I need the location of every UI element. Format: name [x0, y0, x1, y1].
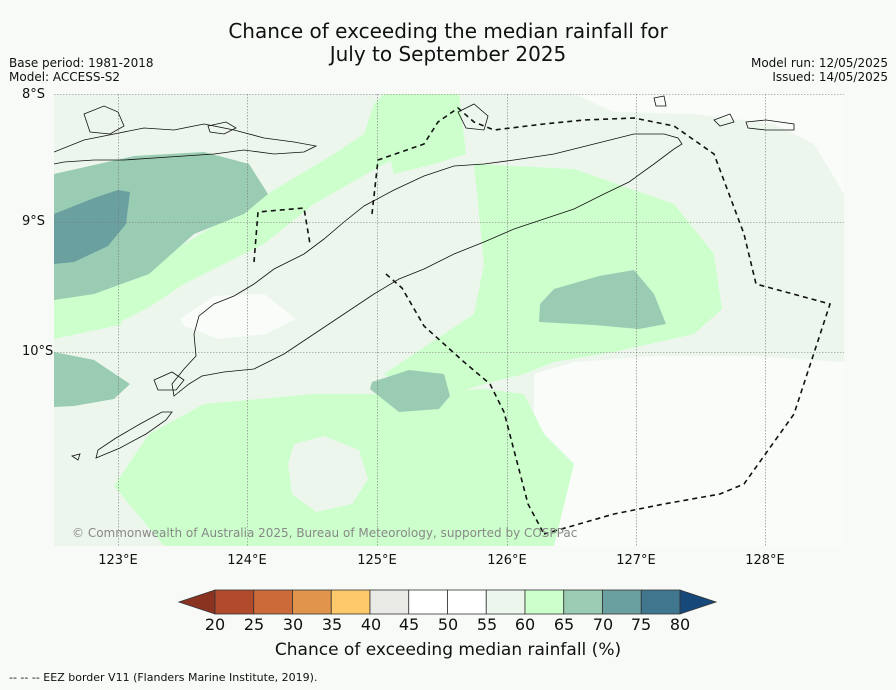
lat-label-10s: 10°S — [22, 344, 54, 359]
colorbar-tick: 55 — [476, 615, 498, 634]
kisar-coastline — [653, 95, 667, 107]
colorbar-segment — [408, 589, 448, 615]
chart-title: Chance of exceeding the median rainfall … — [0, 20, 896, 66]
contour-white-northeast — [574, 94, 844, 194]
lon-label-124e: 124°E — [227, 553, 267, 568]
colorbar-under-arrow — [178, 589, 216, 615]
colorbar-tick: 30 — [282, 615, 304, 634]
title-line-2: July to September 2025 — [329, 42, 567, 66]
flores-coastline — [54, 123, 318, 165]
coastlines — [54, 95, 795, 461]
leti-coastline — [713, 113, 735, 127]
colorbar-segment — [369, 589, 410, 615]
lon-label-125e: 125°E — [357, 553, 397, 568]
colorbar-segment — [640, 589, 681, 615]
contour-white-east — [534, 356, 844, 546]
colorbar-segment — [330, 589, 371, 615]
lat-label-8s: 8°S — [22, 87, 46, 102]
colorbar — [178, 589, 718, 615]
eez-border — [253, 106, 832, 535]
contour-pale-south-pocket — [288, 436, 368, 512]
colorbar-tick: 75 — [630, 615, 652, 634]
lon-label-123e: 123°E — [98, 553, 138, 568]
colorbar-segment — [292, 589, 332, 615]
contour-teal-southwest — [54, 352, 130, 407]
base-period: Base period: 1981-2018 — [9, 56, 154, 70]
rainfall-map — [54, 94, 844, 546]
colorbar-tick: 40 — [360, 615, 382, 634]
copyright-notice: © Commonwealth of Australia 2025, Bureau… — [72, 526, 578, 540]
colorbar-tick: 20 — [204, 615, 226, 634]
colorbar-tick: 80 — [669, 615, 691, 634]
model-name: Model: ACCESS-S2 — [9, 70, 121, 84]
semau-coastline — [153, 371, 185, 391]
timor-coastline — [171, 133, 683, 397]
moa-coastline — [745, 119, 795, 131]
meta-left: Base period: 1981-2018 Model: ACCESS-S2 — [9, 56, 154, 84]
colorbar-segment — [214, 589, 255, 615]
lon-label-128e: 128°E — [745, 553, 785, 568]
colorbar-tick: 65 — [553, 615, 575, 634]
colorbar-tick: 70 — [592, 615, 614, 634]
colorbar-segment — [485, 589, 526, 615]
contour-green-west — [54, 94, 459, 339]
sawu-islet-coastline — [71, 453, 81, 461]
contour-teal-center — [370, 370, 450, 412]
contour-green-central — [384, 164, 722, 394]
wetar-coastline — [457, 103, 489, 131]
colorbar-tick: 25 — [243, 615, 265, 634]
model-run: Model run: 12/05/2025 — [750, 56, 888, 70]
colorbar-segment — [524, 589, 565, 615]
colorbar-tick: 60 — [514, 615, 536, 634]
colorbar-tick: 35 — [321, 615, 343, 634]
colorbar-label: Chance of exceeding median rainfall (%) — [274, 640, 622, 660]
issued-date: Issued: 14/05/2025 — [772, 70, 888, 84]
lat-label-9s: 9°S — [22, 214, 46, 229]
eez-footnote: -- -- -- EEZ border V11 (Flanders Marine… — [9, 671, 318, 684]
colorbar-over-arrow — [679, 589, 718, 615]
colorbar-segment — [602, 589, 642, 615]
colorbar-tick: 45 — [398, 615, 420, 634]
alor-coastline — [83, 105, 125, 135]
contour-darkteal-northwest — [54, 190, 130, 264]
rote-coastline — [95, 411, 173, 459]
contour-white-center — [180, 294, 296, 339]
meta-right: Model run: 12/05/2025 Issued: 14/05/2025 — [751, 56, 888, 84]
colorbar-segment — [447, 589, 487, 615]
alor-islet-coastline — [207, 121, 237, 135]
contour-teal-northwest — [54, 152, 268, 300]
lon-label-126e: 126°E — [487, 553, 527, 568]
colorbar-segment — [563, 589, 603, 615]
colorbar-tick: 50 — [437, 615, 459, 634]
lon-label-127e: 127°E — [616, 553, 656, 568]
colorbar-segment — [253, 589, 293, 615]
title-line-1: Chance of exceeding the median rainfall … — [228, 19, 668, 43]
contour-teal-east — [539, 270, 666, 329]
